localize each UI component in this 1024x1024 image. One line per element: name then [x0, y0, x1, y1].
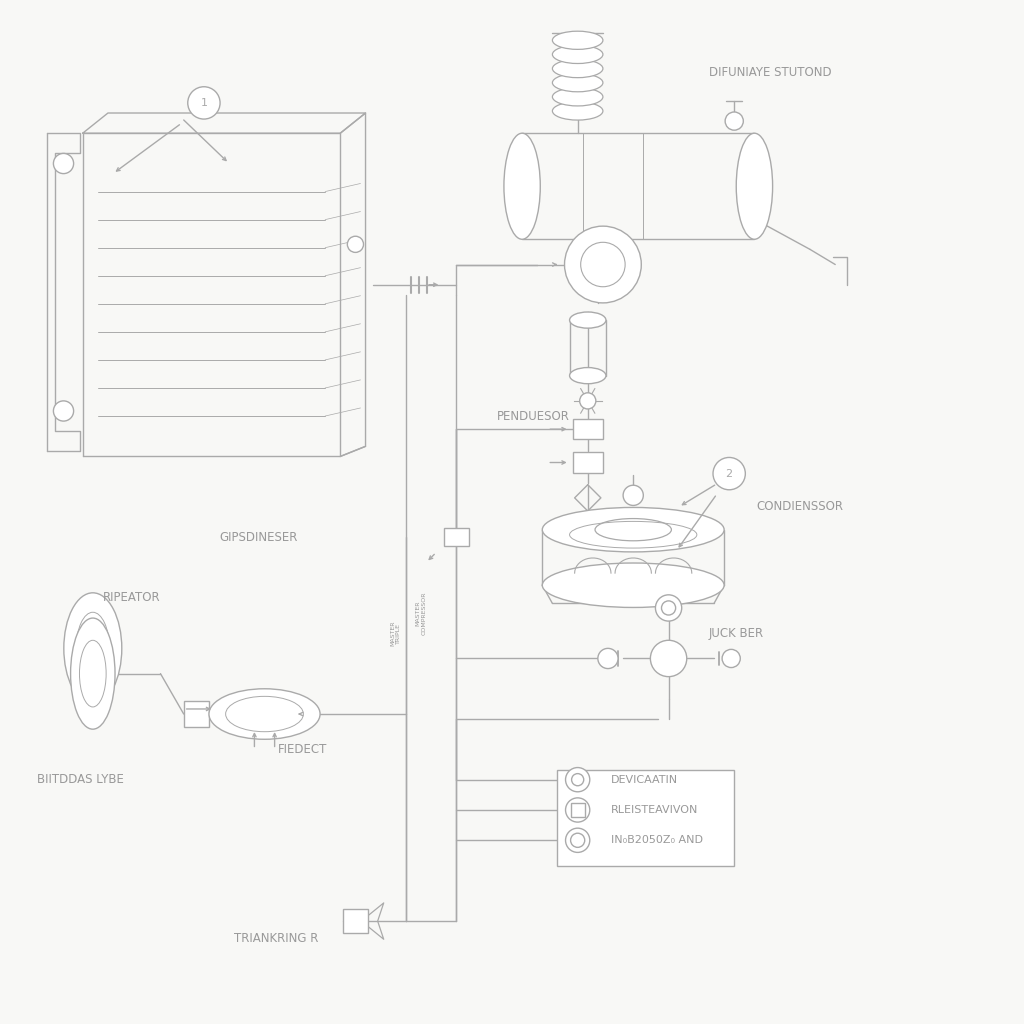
Ellipse shape — [543, 563, 724, 607]
Bar — [444, 528, 469, 547]
Ellipse shape — [736, 133, 773, 240]
Ellipse shape — [552, 102, 603, 120]
Ellipse shape — [209, 689, 321, 739]
Text: 1: 1 — [201, 98, 208, 108]
Ellipse shape — [543, 508, 724, 552]
Circle shape — [713, 458, 745, 489]
Circle shape — [53, 154, 74, 174]
Bar — [570, 803, 585, 817]
Text: TRIANKRING R: TRIANKRING R — [234, 932, 318, 945]
Text: MASTER
TRIPLE: MASTER TRIPLE — [390, 621, 401, 646]
Text: MASTER
COMPRESSOR: MASTER COMPRESSOR — [416, 591, 426, 635]
Bar — [183, 700, 209, 727]
Ellipse shape — [598, 648, 618, 669]
Text: 2: 2 — [726, 469, 733, 478]
Ellipse shape — [722, 649, 740, 668]
Text: PENDUESOR: PENDUESOR — [497, 410, 569, 423]
Text: GIPSDINESER: GIPSDINESER — [219, 530, 297, 544]
Ellipse shape — [63, 593, 122, 703]
Bar — [572, 419, 603, 439]
Text: RIPEATOR: RIPEATOR — [102, 591, 161, 604]
Circle shape — [187, 87, 220, 119]
Circle shape — [624, 485, 643, 506]
Ellipse shape — [552, 31, 603, 49]
Bar — [343, 909, 368, 933]
Ellipse shape — [552, 74, 603, 92]
Ellipse shape — [552, 45, 603, 63]
Ellipse shape — [569, 312, 606, 328]
Circle shape — [655, 595, 682, 622]
Circle shape — [347, 237, 364, 252]
Text: BIITDDAS LYBE: BIITDDAS LYBE — [37, 773, 124, 786]
Text: FIEDECT: FIEDECT — [278, 742, 327, 756]
Circle shape — [53, 400, 74, 421]
Text: JUCK BER: JUCK BER — [709, 627, 764, 640]
Bar — [557, 770, 734, 865]
Text: RLEISTEAVIVON: RLEISTEAVIVON — [611, 805, 698, 815]
Ellipse shape — [504, 133, 541, 240]
Text: DEVICAATIN: DEVICAATIN — [611, 775, 678, 784]
Bar — [572, 453, 603, 473]
Circle shape — [565, 828, 590, 852]
Text: DIFUNIAYE STUTOND: DIFUNIAYE STUTOND — [709, 67, 831, 79]
Text: CONDIENSSOR: CONDIENSSOR — [757, 501, 844, 513]
Circle shape — [565, 798, 590, 822]
Circle shape — [725, 112, 743, 130]
Text: IN₀B2050Z₀ AND: IN₀B2050Z₀ AND — [611, 836, 703, 845]
Ellipse shape — [71, 618, 115, 729]
Ellipse shape — [569, 368, 606, 384]
Ellipse shape — [552, 88, 603, 105]
Circle shape — [580, 393, 596, 409]
Circle shape — [565, 768, 590, 792]
Ellipse shape — [552, 59, 603, 78]
Ellipse shape — [650, 640, 687, 677]
Ellipse shape — [564, 226, 641, 303]
